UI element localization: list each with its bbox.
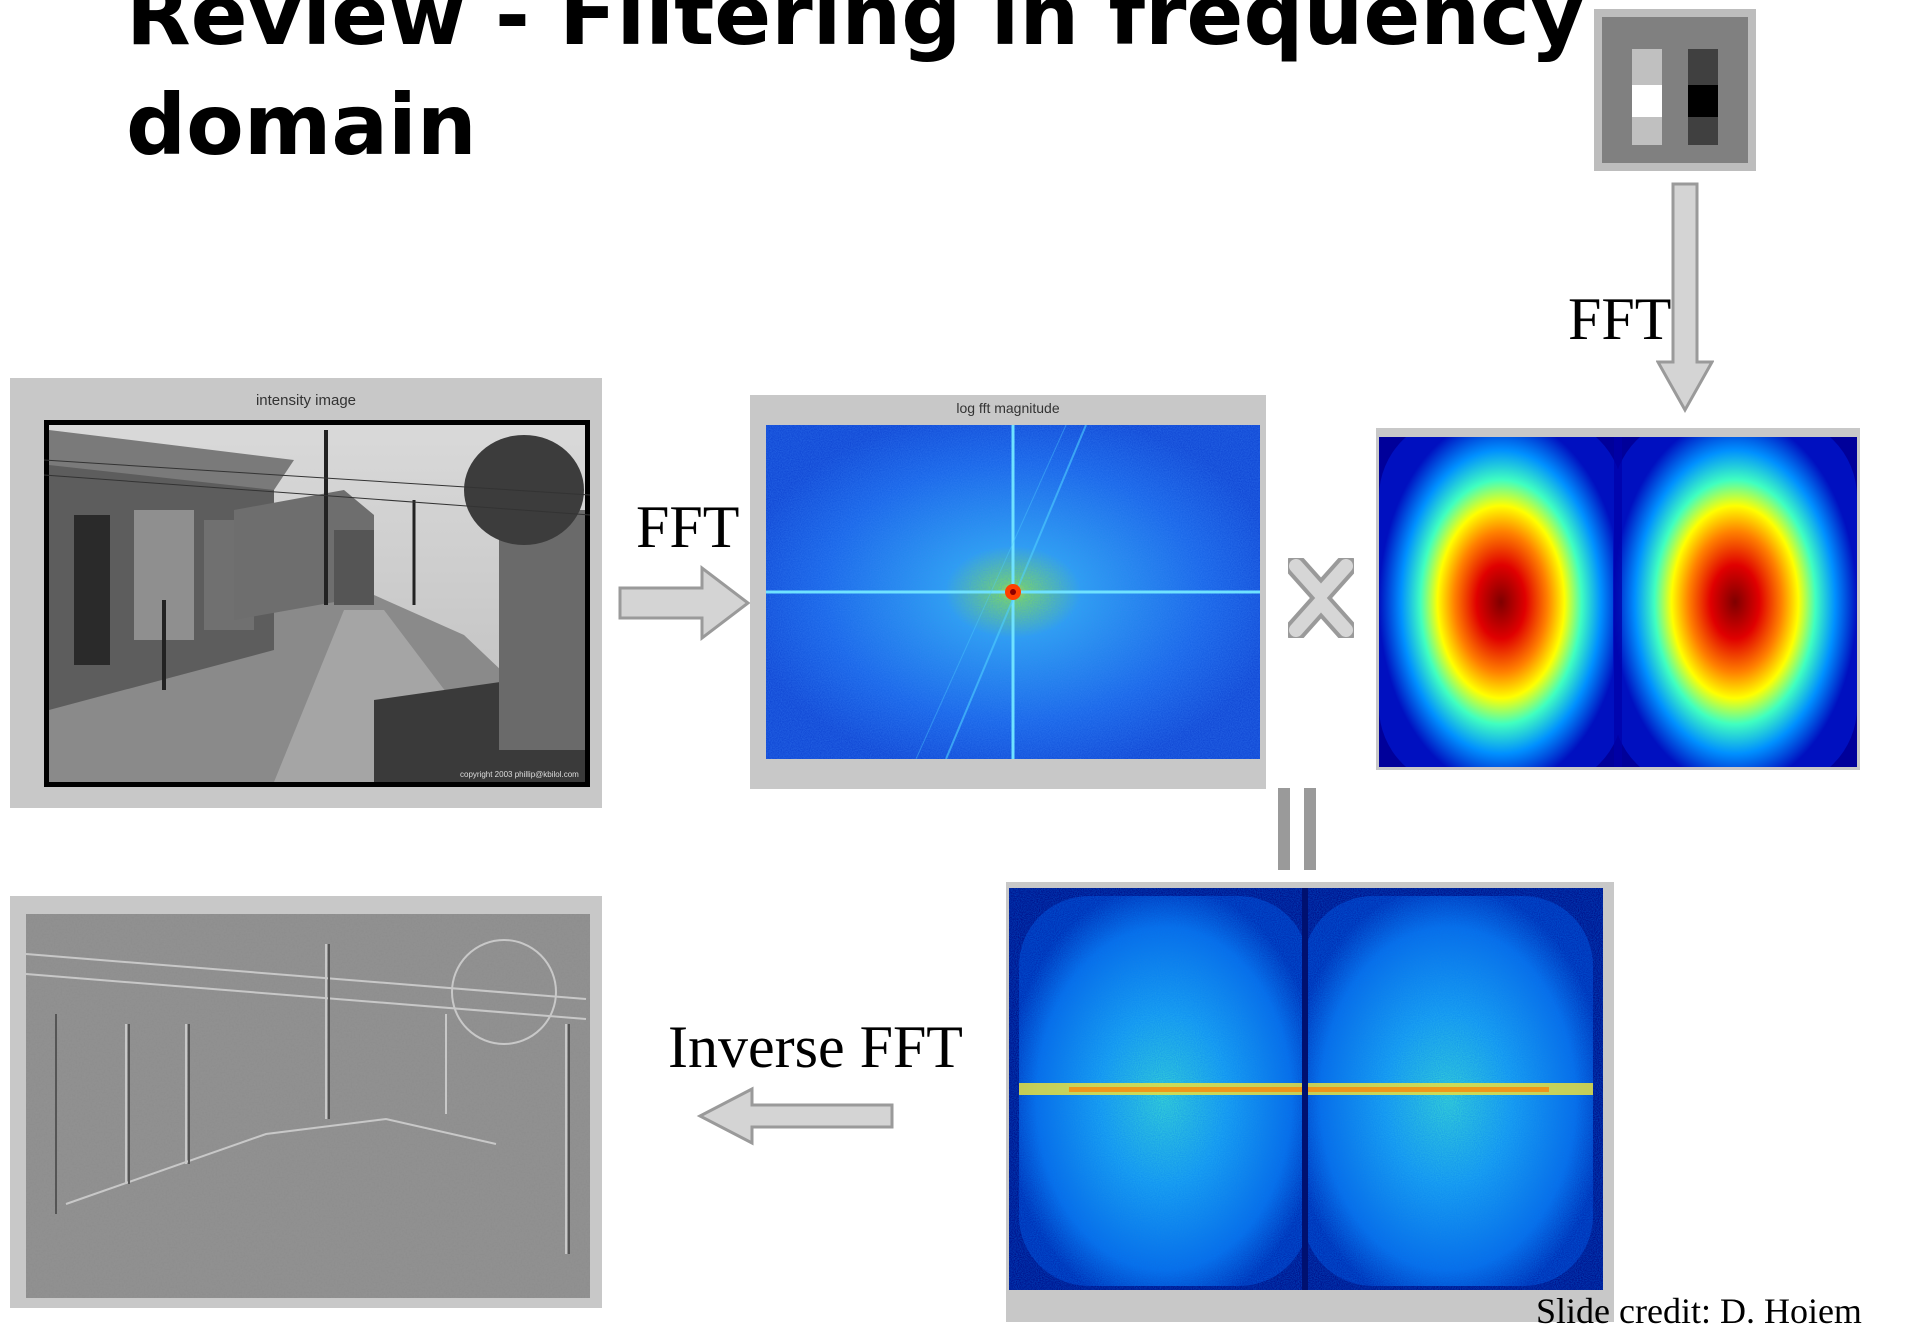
filter-fft-panel [1376, 428, 1860, 770]
fft-kernel-label: FFT [1568, 286, 1672, 352]
filter-fft-magnitude [1379, 437, 1857, 767]
left-arrow-icon [696, 1086, 894, 1146]
fft-caption: log fft magnitude [956, 400, 1060, 416]
edge-filtered-photo [26, 914, 590, 1298]
street-photo [44, 420, 590, 787]
intensity-image-panel: intensity image copyright 2003 phillip@k… [10, 378, 602, 808]
fft-image-label: FFT [636, 494, 740, 560]
copyright-text: copyright 2003 phillip@kbilol.com [460, 770, 579, 779]
inverse-fft-label: Inverse FFT [668, 1014, 963, 1080]
title-line-2: domain [126, 76, 477, 174]
filtered-image-panel [10, 896, 602, 1308]
filter-kernel-image [1594, 9, 1756, 171]
intensity-caption: intensity image [255, 392, 357, 409]
log-fft-panel: log fft magnitude [750, 395, 1266, 789]
slide-credit: Slide credit: D. Hoiem [1536, 1291, 1862, 1331]
filtered-fft-magnitude [1009, 888, 1603, 1290]
title-line-1: Review - Filtering in frequency [126, 0, 1585, 64]
down-arrow-icon [1656, 182, 1714, 414]
equals-icon [1278, 788, 1316, 870]
fft-magnitude-plot [766, 425, 1260, 759]
filtered-fft-panel [1006, 882, 1614, 1322]
slide-title: Review - Filtering in frequency domain [126, 0, 1585, 180]
right-arrow-icon [618, 564, 751, 642]
multiply-icon [1288, 558, 1354, 638]
